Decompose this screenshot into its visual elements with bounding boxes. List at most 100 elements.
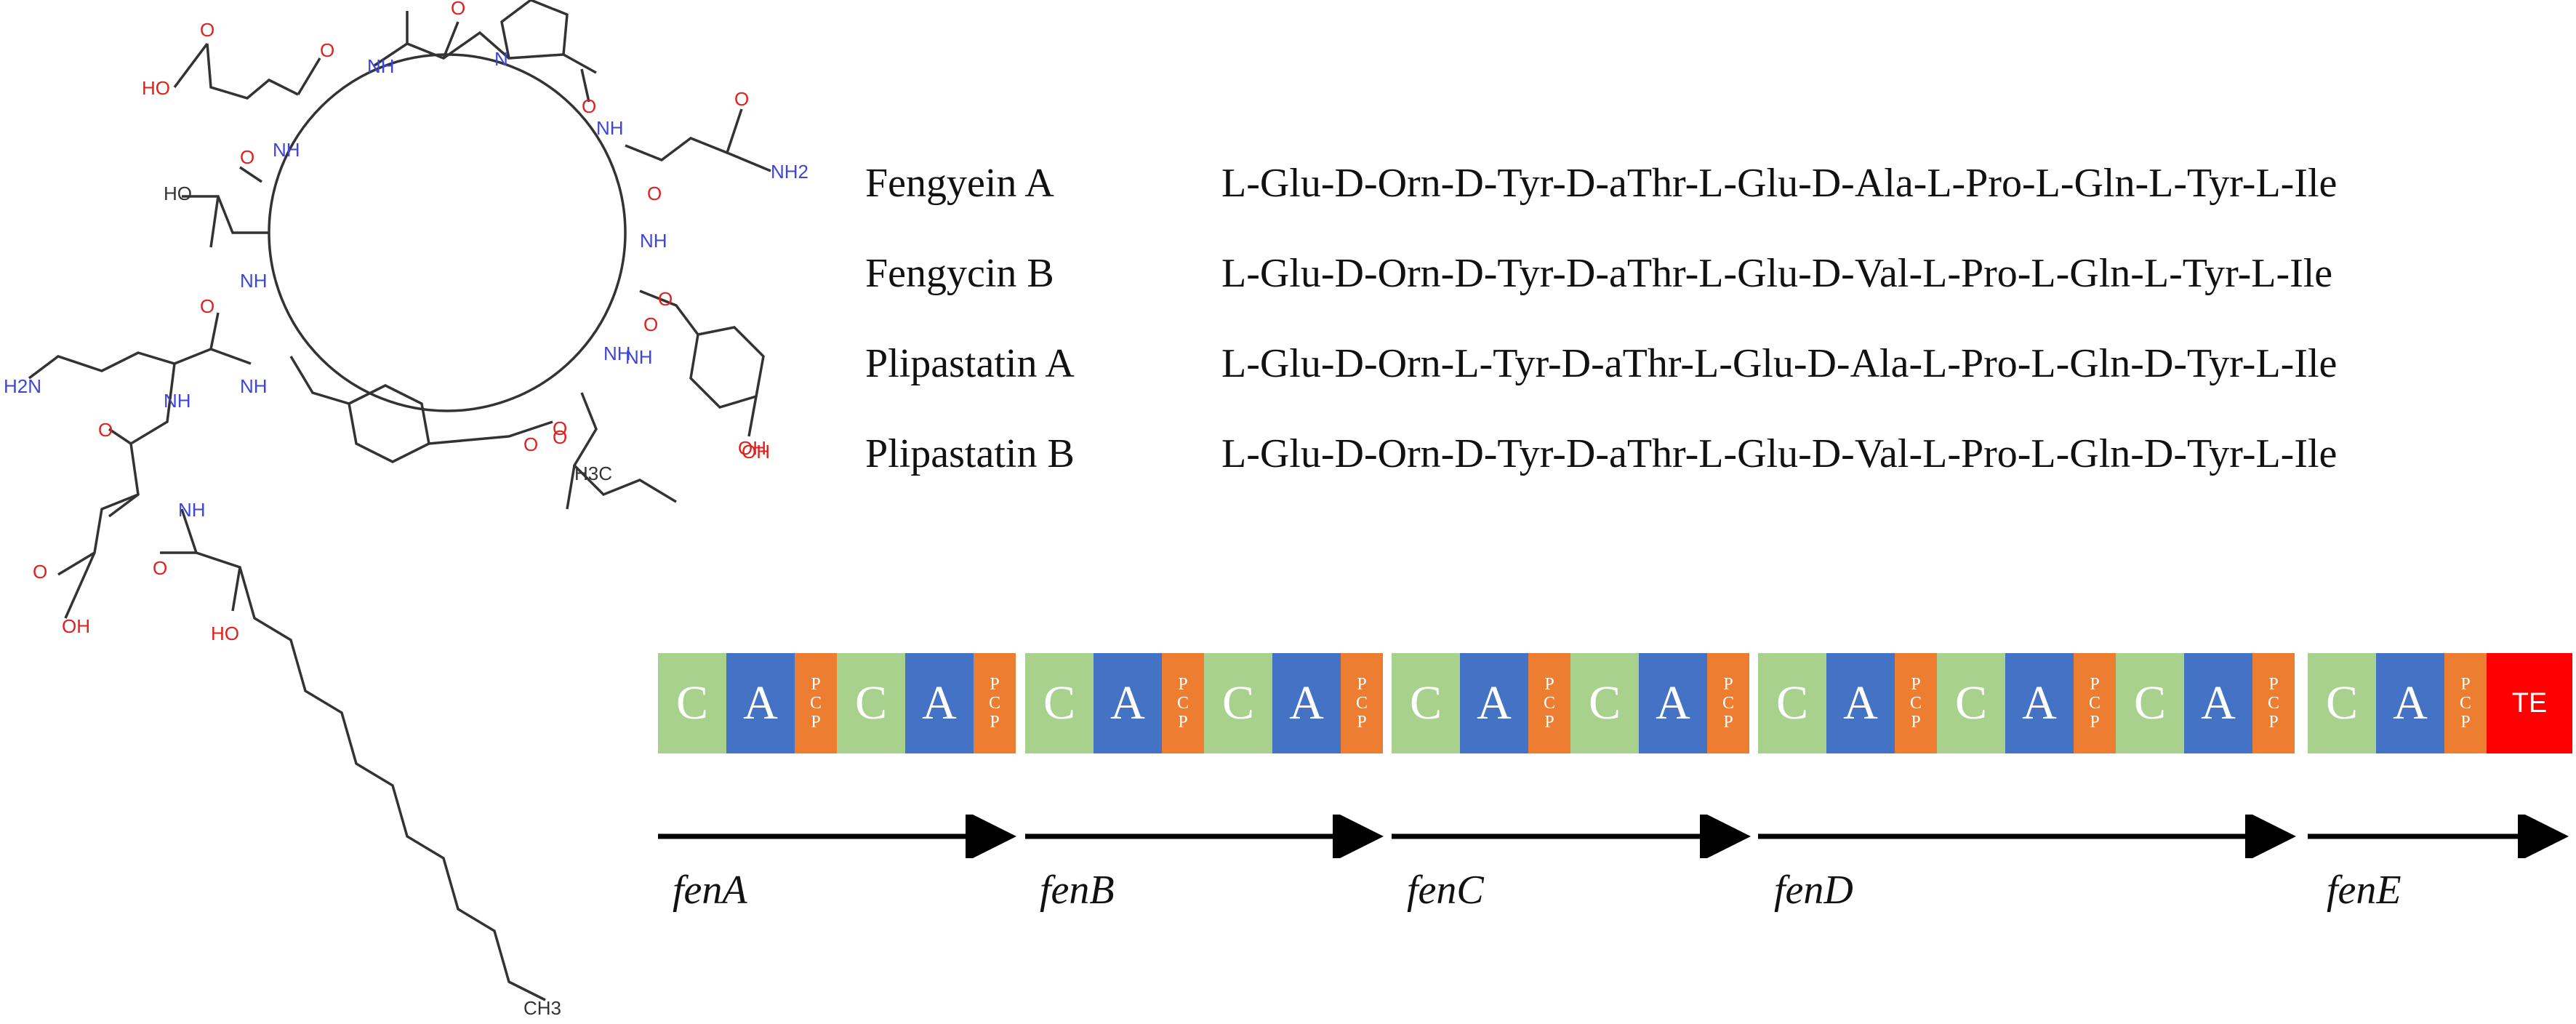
domain-letter: C: [2088, 694, 2100, 713]
ile-side-chain: [572, 392, 677, 503]
atom-label: N: [494, 48, 508, 70]
structure-bonds: [28, 0, 771, 1001]
atom-label: OH: [62, 615, 90, 637]
atom-label: O: [658, 288, 673, 310]
domain-letter: P: [2090, 675, 2100, 694]
domain-a: A: [726, 653, 795, 753]
glu2-carbonyl: [108, 428, 132, 445]
thr-oh: [209, 196, 220, 248]
atom-label: O: [98, 419, 113, 441]
thr-carbonyl: [239, 166, 262, 183]
orn-carbonyl: [209, 312, 220, 350]
domain-letter: P: [1723, 713, 1733, 732]
tyr-oh: [747, 396, 758, 437]
tyr-ring: [689, 326, 765, 409]
thr-side-chain: [182, 195, 269, 234]
atom-label: NH: [596, 117, 624, 139]
gene-label-fenD: fenD: [1774, 868, 1853, 913]
atom-label: O: [451, 0, 465, 19]
atom-label: O: [553, 426, 567, 448]
gene-arrows: [658, 815, 2569, 858]
peptide-sequence: L-Glu-D-Orn-L-Tyr-D-aThr-L-Glu-D-Ala-L-P…: [1221, 341, 2338, 386]
domain-letter: P: [811, 713, 821, 732]
orn-chain: [28, 348, 252, 380]
domain-c: C: [1570, 653, 1639, 753]
atom-label: O: [647, 183, 662, 204]
atom-label: O: [200, 19, 214, 41]
domain-c: C: [2116, 653, 2184, 753]
domain-letter: P: [2460, 713, 2471, 732]
domain-letter: P: [1723, 675, 1733, 694]
domain-a: A: [1460, 653, 1528, 753]
domain-letter: C: [809, 694, 822, 713]
glu2-side: [57, 493, 139, 576]
glu-side-chain: [206, 43, 299, 100]
domain-a: A: [1826, 653, 1895, 753]
domain-letter: C: [1909, 694, 1922, 713]
peptide-sequence: L-Glu-D-Orn-D-Tyr-D-aThr-L-Glu-D-Val-L-P…: [1221, 431, 2338, 476]
domain-letter: C: [1355, 694, 1368, 713]
atom-label: O: [582, 95, 596, 117]
atom-label: O: [153, 557, 167, 579]
domain-c: C: [1025, 653, 1094, 753]
atom-label: NH2: [771, 161, 808, 183]
atom-label: O: [320, 39, 334, 61]
tyr2-link: [289, 356, 350, 405]
peptide-name: Fengycin B: [865, 251, 1054, 296]
domain-letter: P: [811, 675, 821, 694]
atom-label: HO: [142, 77, 170, 99]
carbonyl-bond: [442, 21, 460, 59]
gene-label-fenC: fenC: [1407, 868, 1484, 913]
peptide-sequence: L-Glu-D-Orn-D-Tyr-D-aThr-L-Glu-D-Ala-L-P…: [1221, 161, 2338, 206]
domain-te: TE: [2487, 653, 2572, 753]
domain-c: C: [1392, 653, 1460, 753]
atom-label: NH: [625, 346, 653, 368]
domain-letter: C: [988, 694, 1000, 713]
domain-c: C: [1937, 653, 2005, 753]
atom-label: HO: [211, 623, 239, 644]
domain-c: C: [837, 653, 905, 753]
domain-letter: P: [1178, 713, 1188, 732]
fatty-acid-tail: [180, 508, 546, 1001]
glu-acid: [173, 42, 209, 89]
peptide-sequence: L-Glu-D-Orn-D-Tyr-D-aThr-L-Glu-D-Val-L-P…: [1221, 251, 2333, 296]
domain-letter: C: [2459, 694, 2471, 713]
atom-label: NH: [240, 375, 268, 397]
peptide-name: Plipastatin B: [865, 431, 1075, 476]
domain-a: A: [2005, 653, 2074, 753]
proline-ring: [500, 0, 569, 60]
atom-label: NH: [640, 230, 667, 252]
domain-c: C: [1204, 653, 1272, 753]
domain-a: A: [1094, 653, 1162, 753]
gene-block-fenE: C A P C P TE: [2308, 653, 2572, 753]
domain-letter: P: [1911, 713, 1921, 732]
domain-letter: P: [1357, 675, 1367, 694]
atom-label: CH3: [523, 997, 561, 1019]
peptide-name: Plipastatin A: [865, 341, 1075, 386]
ile-methyl: [566, 465, 576, 510]
domain-letter: C: [1543, 694, 1555, 713]
atom-label: OH: [742, 441, 770, 463]
gene-label-fenA: fenA: [673, 868, 747, 913]
atom-label: NH: [367, 55, 395, 77]
atom-label: O: [643, 313, 658, 335]
domain-letter: P: [1178, 675, 1188, 694]
domain-letter: C: [1722, 694, 1734, 713]
fengycin-structure: HO O O O NH NH O O N O NH O NH2 NH HO NH…: [4, 0, 808, 1019]
domain-a: A: [1272, 653, 1341, 753]
domain-letter: P: [1544, 675, 1554, 694]
atom-label: O: [734, 88, 749, 110]
gln-side-chain: [625, 108, 743, 161]
domain-c: C: [1758, 653, 1826, 753]
domain-c: C: [658, 653, 726, 753]
